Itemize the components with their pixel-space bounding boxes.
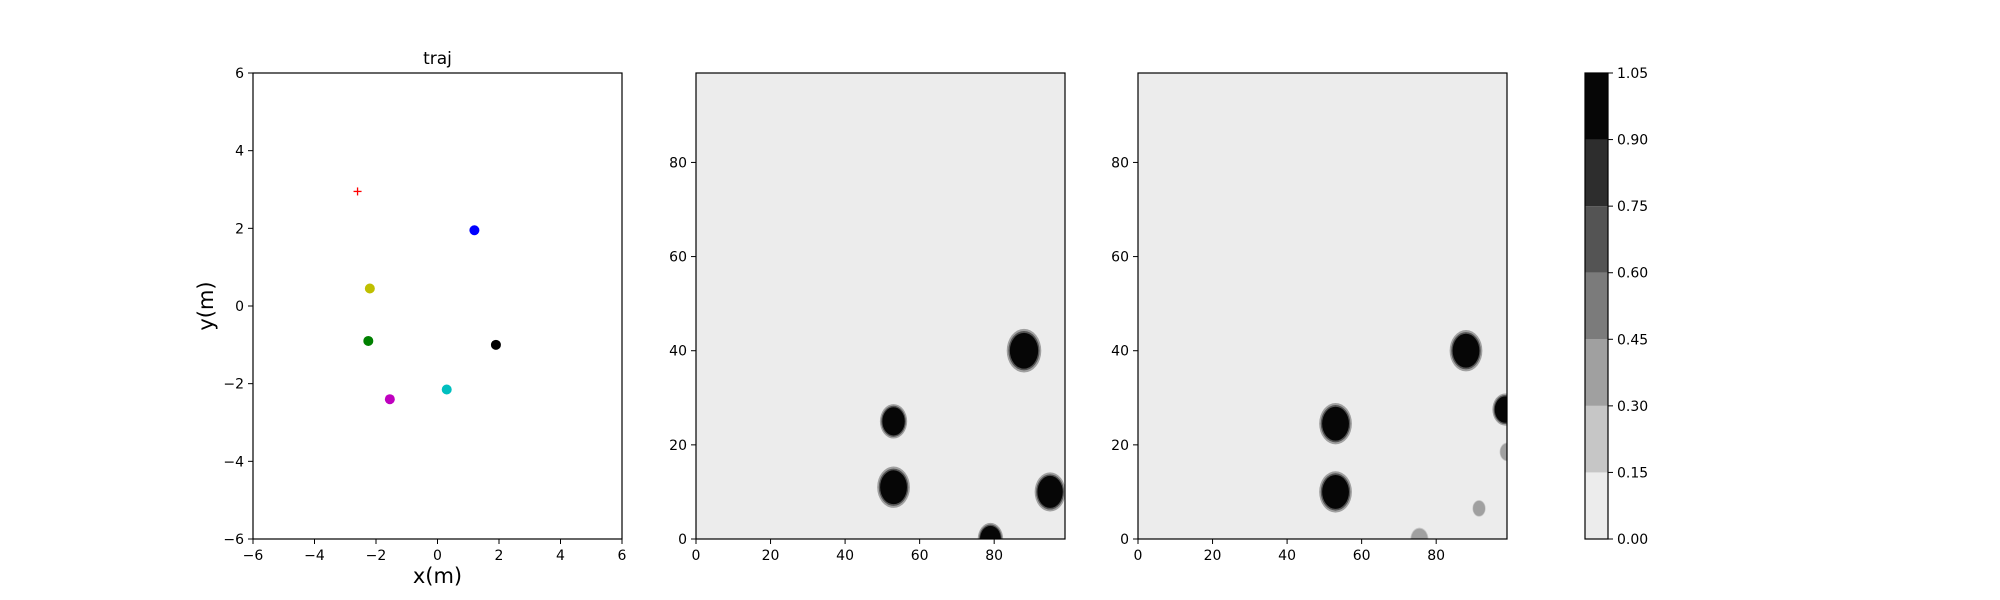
trajectory-plot-frame: [252, 72, 623, 540]
heatmap-1-x-tick-label: 40: [836, 548, 854, 564]
trajectory-panel: traj x(m) y(m) −6 −4 −2 0 2 4 6 −6 −4 −2 0 2 4 6: [194, 49, 627, 588]
trajectory-x-tick-label: −6: [243, 548, 264, 564]
trajectory-x-axis-label: x(m): [413, 564, 462, 588]
trajectory-x-tick-label: 4: [556, 548, 565, 564]
occupancy-blob: [1498, 441, 1507, 463]
heatmap-2-x-tick-label: 80: [1427, 548, 1445, 564]
occupancy-blob: [1492, 393, 1507, 426]
colorbar-band: [1585, 272, 1608, 340]
trajectory-x-tick-label: 2: [495, 548, 504, 564]
heatmap-2-x-tick-label: 60: [1353, 548, 1371, 564]
colorbar-band: [1585, 206, 1608, 273]
agent-marker: [469, 225, 480, 236]
heatmap-2-x-tick-label: 40: [1278, 548, 1296, 564]
heatmap-1-y-tick-label: 80: [669, 155, 687, 171]
heatmap-2-frame: [1137, 72, 1508, 540]
heatmap-2-y-tick-label: 60: [1111, 250, 1129, 266]
trajectory-y-tick-label: 6: [235, 66, 244, 82]
agent-marker: [363, 335, 374, 346]
colorbar-frame: [1584, 72, 1609, 540]
heatmap-panel-2: 0 20 40 60 80 0 20 40 60 80: [1111, 72, 1508, 564]
agent-marker: [384, 394, 395, 405]
colorbar-tick-label: 0.45: [1617, 332, 1648, 348]
colorbar-band: [1585, 405, 1608, 473]
trajectory-y-tick-label: −4: [223, 454, 244, 470]
heatmap-2-ticks: 0 20 40 60 80 0 20 40 60 80: [1111, 155, 1445, 564]
occupancy-blob: [1449, 330, 1483, 372]
colorbar-band: [1585, 139, 1608, 207]
colorbar-band: [1585, 472, 1608, 539]
heatmap-2-y-tick-label: 20: [1111, 438, 1129, 454]
occupancy-blob: [1034, 472, 1065, 512]
occupancy-blob: [1006, 328, 1042, 373]
colorbar-band: [1585, 339, 1608, 406]
colorbar-band: [1585, 73, 1608, 140]
heatmap-panel-1: 0 20 40 60 80 0 20 40 60 80: [669, 72, 1066, 564]
agent-marker: [441, 384, 452, 395]
heatmap-1-x-tick-label: 20: [762, 548, 780, 564]
trajectory-y-tick-label: 2: [235, 221, 244, 237]
colorbar-tick-label: 0.60: [1617, 266, 1648, 282]
colorbar-tick-label: 0.75: [1617, 199, 1648, 215]
heatmap-1-y-tick-label: 0: [678, 532, 687, 548]
colorbar-tick-label: 0.30: [1617, 399, 1648, 415]
heatmap-2-x-tick-label: 20: [1204, 548, 1222, 564]
trajectory-y-tick-label: −2: [223, 377, 244, 393]
trajectory-x-tick-label: 6: [618, 548, 627, 564]
heatmap-2-background: [1138, 73, 1507, 539]
heatmap-2-y-tick-label: 0: [1120, 532, 1129, 548]
trajectory-ticks: −6 −4 −2 0 2 4 6 −6 −4 −2 0 2 4 6: [223, 66, 626, 564]
occupancy-blob: [1471, 499, 1487, 518]
colorbar-tick-label: 0.00: [1617, 532, 1648, 548]
trajectory-y-axis-label: y(m): [194, 281, 218, 330]
heatmap-2-blobs: [1319, 330, 1507, 539]
occupancy-blob: [879, 404, 908, 439]
occupancy-blob: [1409, 526, 1430, 539]
colorbar-tick-label: 0.15: [1617, 465, 1648, 481]
trajectory-title: traj: [423, 49, 452, 69]
heatmap-1-background: [696, 73, 1065, 539]
trajectory-points: [353, 187, 501, 405]
heatmap-2-x-tick-label: 0: [1134, 548, 1143, 564]
trajectory-y-tick-label: 4: [235, 144, 244, 160]
heatmap-1-x-tick-label: 60: [911, 548, 929, 564]
goal-marker: [353, 187, 362, 196]
colorbar-tick-label: 1.05: [1617, 66, 1648, 82]
trajectory-x-tick-label: −2: [366, 548, 387, 564]
occupancy-blob: [977, 522, 1004, 539]
occupancy-blob: [1319, 471, 1352, 513]
agent-marker: [490, 339, 501, 350]
heatmap-1-ticks: 0 20 40 60 80 0 20 40 60 80: [669, 155, 1003, 564]
occupancy-blob: [1319, 403, 1352, 445]
trajectory-x-tick-label: 0: [433, 548, 442, 564]
heatmap-1-x-tick-label: 0: [692, 548, 701, 564]
heatmap-1-y-tick-label: 20: [669, 438, 687, 454]
trajectory-y-tick-label: −6: [223, 532, 244, 548]
heatmap-1-x-tick-label: 80: [985, 548, 1003, 564]
heatmap-1-y-tick-label: 60: [669, 250, 687, 266]
colorbar-ticks: 0.00 0.15 0.30 0.45 0.60 0.75 0.90 1.05: [1608, 66, 1648, 548]
occupancy-blob: [877, 466, 910, 508]
heatmap-1-y-tick-label: 40: [669, 344, 687, 360]
colorbar-bands: [1585, 73, 1608, 539]
colorbar-tick-label: 0.90: [1617, 133, 1648, 149]
heatmap-1-blobs: [877, 328, 1065, 539]
trajectory-x-tick-label: −4: [304, 548, 325, 564]
trajectory-y-tick-label: 0: [235, 299, 244, 315]
heatmap-2-y-tick-label: 80: [1111, 155, 1129, 171]
heatmap-2-y-tick-label: 40: [1111, 344, 1129, 360]
heatmap-1-frame: [695, 72, 1066, 540]
agent-marker: [364, 283, 375, 294]
colorbar: 0.00 0.15 0.30 0.45 0.60 0.75 0.90 1.05: [1584, 66, 1648, 548]
